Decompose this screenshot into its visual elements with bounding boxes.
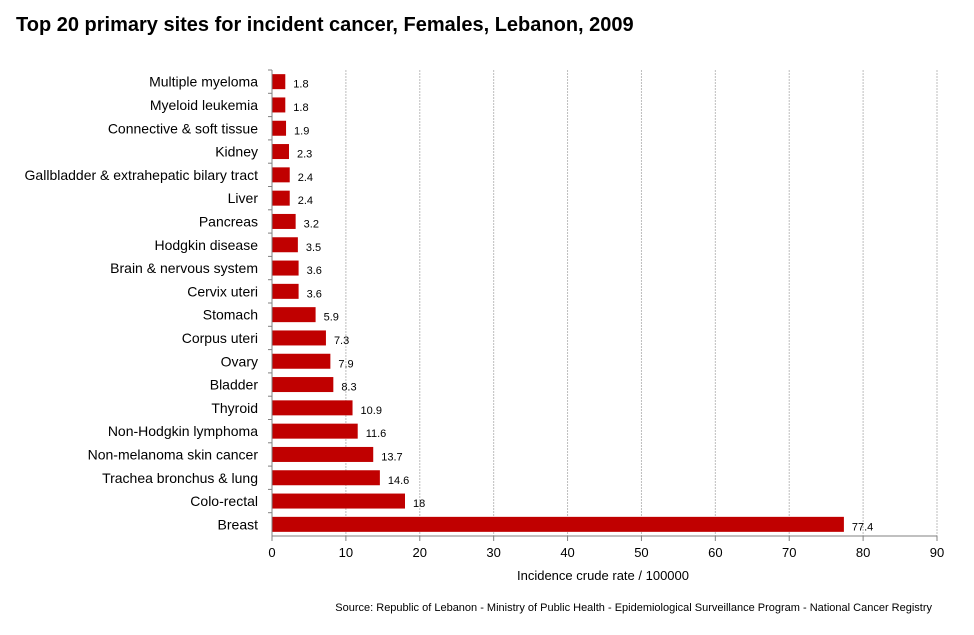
data-label: 5.9 xyxy=(324,312,339,324)
data-label: 3.6 xyxy=(307,265,322,277)
data-label: 10.9 xyxy=(361,405,382,417)
bar xyxy=(272,97,286,113)
labels: 0 10 20 30 40 50 60 70 80 90 Multiple myeloma 1.8 My… xyxy=(25,74,945,560)
data-label: 3.6 xyxy=(307,288,322,300)
category-label: Stomach xyxy=(203,307,258,323)
bar xyxy=(272,237,298,253)
bar xyxy=(272,167,290,183)
data-label: 13.7 xyxy=(381,451,402,463)
chart-source: Source: Republic of Lebanon - Ministry o… xyxy=(335,602,932,614)
bar xyxy=(272,400,353,416)
x-tick-label: 70 xyxy=(782,545,796,560)
category-label: Myeloid leukemia xyxy=(150,97,258,113)
category-label: Thyroid xyxy=(211,400,258,416)
data-label: 18 xyxy=(413,498,425,510)
category-label: Brain & nervous system xyxy=(110,260,258,276)
data-label: 1.8 xyxy=(293,79,308,91)
data-label: 8.3 xyxy=(341,382,356,394)
bars xyxy=(272,74,844,532)
category-label: Liver xyxy=(228,190,259,206)
category-label: Non-melanoma skin cancer xyxy=(88,446,259,462)
bar xyxy=(272,516,844,532)
data-label: 2.4 xyxy=(298,195,313,207)
category-label: Connective & soft tissue xyxy=(108,120,258,136)
data-label: 2.4 xyxy=(298,172,313,184)
category-label: Multiple myeloma xyxy=(149,74,258,90)
category-label: Kidney xyxy=(215,144,258,160)
category-label: Non-Hodgkin lymphoma xyxy=(108,423,258,439)
bar xyxy=(272,190,290,206)
data-label: 1.9 xyxy=(294,125,309,137)
category-label: Bladder xyxy=(210,377,259,393)
bar xyxy=(272,470,380,486)
category-label: Colo-rectal xyxy=(190,493,258,509)
bar xyxy=(272,120,287,136)
x-axis-title: Incidence crude rate / 100000 xyxy=(517,568,689,583)
axes xyxy=(268,69,938,541)
bar xyxy=(272,283,299,299)
bar xyxy=(272,493,405,509)
category-label: Trachea bronchus & lung xyxy=(102,470,258,486)
gridlines xyxy=(345,70,938,536)
data-label: 7.9 xyxy=(338,358,353,370)
bar xyxy=(272,353,331,369)
bar xyxy=(272,423,358,439)
bar xyxy=(272,74,286,90)
data-label: 3.5 xyxy=(306,242,321,254)
category-label: Cervix uteri xyxy=(187,283,258,299)
data-label: 3.2 xyxy=(304,218,319,230)
data-label: 2.3 xyxy=(297,149,312,161)
bar xyxy=(272,446,374,462)
data-label: 11.6 xyxy=(366,428,387,440)
data-label: 14.6 xyxy=(388,475,409,487)
x-tick-label: 20 xyxy=(413,545,427,560)
bar xyxy=(272,260,299,276)
category-label: Corpus uteri xyxy=(182,330,258,346)
bar xyxy=(272,144,289,160)
x-tick-label: 30 xyxy=(486,545,500,560)
x-tick-label: 40 xyxy=(560,545,574,560)
chart-title: Top 20 primary sites for incident cancer… xyxy=(16,14,634,36)
x-tick-label: 60 xyxy=(708,545,722,560)
category-label: Pancreas xyxy=(199,213,258,229)
bar xyxy=(272,330,326,346)
x-tick-label: 50 xyxy=(634,545,648,560)
category-label: Breast xyxy=(218,516,259,532)
category-label: Hodgkin disease xyxy=(154,237,258,253)
data-label: 1.8 xyxy=(293,102,308,114)
bar xyxy=(272,307,316,323)
x-tick-label: 80 xyxy=(856,545,870,560)
x-tick-label: 10 xyxy=(339,545,353,560)
bar xyxy=(272,377,334,393)
data-label: 77.4 xyxy=(852,521,873,533)
category-label: Ovary xyxy=(221,353,258,369)
category-label: Gallbladder & extrahepatic bilary tract xyxy=(25,167,259,183)
data-label: 7.3 xyxy=(334,335,349,347)
bar xyxy=(272,213,296,229)
x-tick-label: 90 xyxy=(930,545,944,560)
x-tick-label: 0 xyxy=(268,545,275,560)
